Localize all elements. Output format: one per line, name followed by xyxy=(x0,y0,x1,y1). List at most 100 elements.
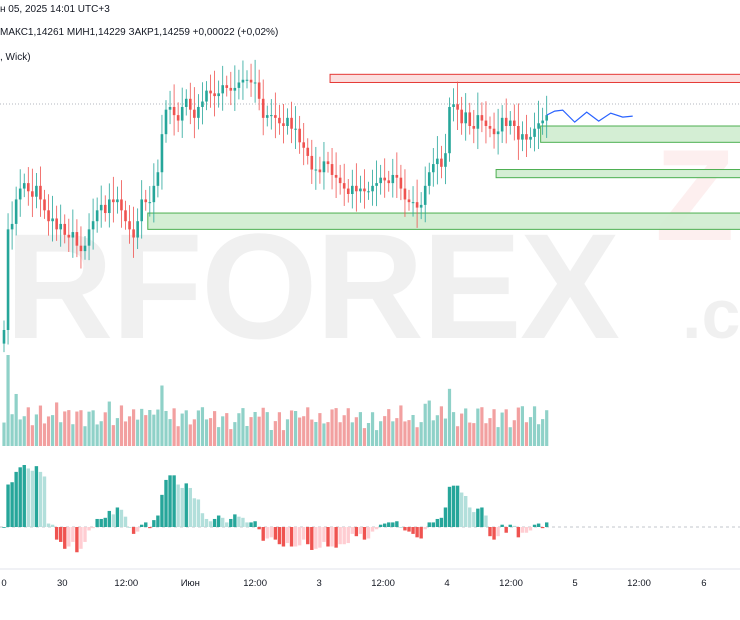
oscillator-bar xyxy=(261,527,265,541)
candle-body xyxy=(152,185,156,203)
candle-body xyxy=(10,223,14,230)
candle-body xyxy=(521,134,524,140)
candle-body xyxy=(419,204,423,208)
volume-bar xyxy=(326,422,330,446)
oscillator-bar xyxy=(512,525,516,527)
oscillator-bar xyxy=(536,523,541,527)
oscillator-bar xyxy=(46,523,51,527)
volume-bar xyxy=(164,410,168,446)
watermark-suffix: .c xyxy=(682,275,740,353)
volume-bar xyxy=(249,417,253,446)
candle-body xyxy=(6,229,10,330)
candle-body xyxy=(205,90,208,102)
volume-bar xyxy=(204,419,209,446)
candle-body xyxy=(225,85,229,88)
candle-body xyxy=(541,120,544,124)
oscillator-bar xyxy=(54,527,59,540)
candle-body xyxy=(51,218,54,222)
oscillator-bar xyxy=(212,518,217,527)
volume-bar xyxy=(140,408,144,446)
candle-body xyxy=(504,117,508,126)
candle-body xyxy=(221,85,224,94)
oscillator-bar xyxy=(34,466,39,527)
candle-body xyxy=(189,98,192,110)
oscillator-bar xyxy=(383,523,387,527)
volume-bar xyxy=(111,425,115,446)
candle-body xyxy=(330,164,334,175)
candle-body xyxy=(75,232,79,246)
oscillator-bar xyxy=(115,507,120,527)
volume-bar xyxy=(504,409,508,446)
volume-bar xyxy=(75,411,79,446)
candle-body xyxy=(387,180,391,184)
oscillator-bar xyxy=(148,527,152,529)
volume-bar xyxy=(358,412,362,446)
candle-body xyxy=(2,330,6,344)
candle-body xyxy=(274,115,277,118)
oscillator-bar xyxy=(354,527,359,537)
volume-bar xyxy=(492,409,496,446)
volume-bar xyxy=(180,413,184,446)
volume-bar xyxy=(423,403,427,446)
volume-bar xyxy=(115,418,119,446)
oscillator-bar xyxy=(528,527,533,531)
oscillator-bar xyxy=(443,507,448,527)
candle-body xyxy=(108,199,111,214)
volume-bar xyxy=(399,405,403,446)
candle-body xyxy=(423,185,427,205)
candle-body xyxy=(201,101,204,107)
volume-bar xyxy=(225,413,229,446)
oscillator-bar xyxy=(75,527,79,553)
oscillator-bar xyxy=(50,524,55,527)
oscillator-bar xyxy=(42,476,47,527)
oscillator-bar xyxy=(419,527,423,539)
candle-body xyxy=(500,117,504,132)
candle-body xyxy=(363,188,366,192)
oscillator-bar xyxy=(277,527,282,545)
volume-bar xyxy=(545,410,549,446)
candle-body xyxy=(359,188,362,192)
oscillator-bar xyxy=(370,527,375,532)
oscillator-bar xyxy=(310,527,314,550)
candle-body xyxy=(55,218,58,230)
volume-bar xyxy=(10,414,14,446)
volume-bar xyxy=(144,415,148,446)
oscillator-bar xyxy=(451,485,456,527)
volume-bar xyxy=(456,426,460,446)
oscillator-bar xyxy=(119,509,124,527)
oscillator-bar xyxy=(500,524,504,527)
candle-body xyxy=(63,223,67,235)
oscillator-bar xyxy=(403,527,407,531)
volume-bar xyxy=(63,411,67,446)
candle-body xyxy=(31,191,34,197)
oscillator-bar xyxy=(302,527,306,540)
volume-bar xyxy=(103,412,107,446)
volume-bar xyxy=(310,419,314,446)
oscillator-bar xyxy=(322,527,326,542)
volume-bar xyxy=(217,427,221,446)
candle-body xyxy=(517,126,520,140)
candle-body xyxy=(116,199,119,203)
oscillator-bar xyxy=(245,522,249,527)
x-tick-label: 6 xyxy=(701,578,706,589)
oscillator-bar xyxy=(411,527,415,534)
oscillator-bar xyxy=(269,527,273,538)
candle-body xyxy=(257,82,261,99)
candle-body xyxy=(120,199,123,211)
volume-bar xyxy=(136,419,140,446)
candle-body xyxy=(355,185,358,192)
oscillator-bar xyxy=(2,527,6,528)
candles-layer xyxy=(2,59,548,353)
oscillator-bar xyxy=(221,517,225,527)
x-tick-label: 12:00 xyxy=(243,578,267,589)
candle-body xyxy=(472,126,476,129)
oscillator-bar xyxy=(249,522,253,527)
oscillator-bar xyxy=(63,527,67,549)
candle-body xyxy=(334,174,338,178)
candle-body xyxy=(432,164,435,173)
volume-bar xyxy=(330,409,334,446)
oscillator-bar xyxy=(14,471,18,527)
candle-body xyxy=(164,109,168,135)
volume-bar xyxy=(484,423,488,446)
